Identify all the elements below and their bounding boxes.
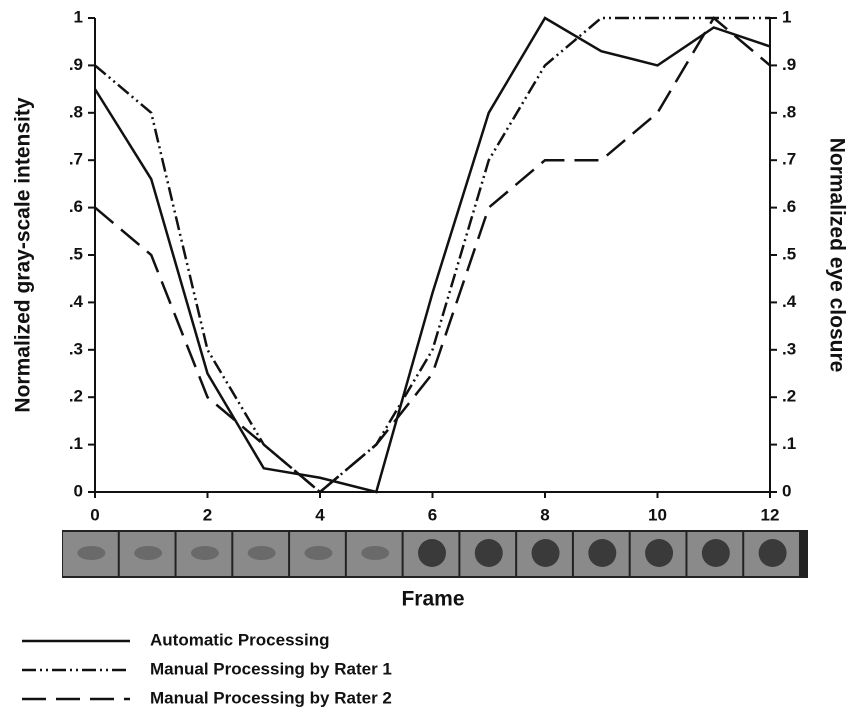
x-tick-label: 6: [428, 505, 437, 524]
y-tick-label: .2: [69, 387, 83, 406]
eye-frame: [134, 546, 163, 560]
y2-tick-label: .6: [782, 197, 796, 216]
legend-label: Automatic Processing: [150, 630, 330, 649]
y-tick-label: .1: [69, 434, 83, 453]
legend-label: Manual Processing by Rater 1: [150, 659, 392, 678]
series-line: [94, 16, 770, 494]
eye-frame: [190, 546, 219, 560]
y2-tick-label: .5: [782, 244, 796, 263]
x-tick-label: 4: [315, 505, 325, 524]
series-line: [93, 16, 771, 494]
y-tick-label: .9: [69, 55, 83, 74]
y2-tick-label: .4: [782, 292, 797, 311]
y-tick-label: 1: [74, 7, 83, 26]
y-tick-label: .6: [69, 197, 83, 216]
y2-tick-label: 0: [782, 481, 791, 500]
eye-frame: [588, 539, 617, 567]
eye-frame: [645, 539, 674, 567]
series-line: [94, 16, 771, 494]
y2-tick-label: .8: [782, 102, 796, 121]
y2-tick-label: .1: [782, 434, 796, 453]
eye-frame: [531, 539, 560, 567]
eye-frame: [304, 546, 333, 560]
eye-frame: [247, 546, 276, 560]
x-tick-label: 8: [540, 505, 549, 524]
y-tick-label: .5: [69, 244, 83, 263]
y-tick-label: .4: [69, 292, 84, 311]
y2-tick-label: .7: [782, 150, 796, 169]
legend-label: Manual Processing by Rater 2: [150, 688, 392, 707]
y2-tick-label: .2: [782, 387, 796, 406]
y-axis-label: Normalized gray-scale intensity: [12, 97, 35, 412]
eye-frame: [361, 546, 390, 560]
y-tick-label: 0: [74, 481, 83, 500]
y-tick-label: .8: [69, 102, 83, 121]
x-tick-label: 10: [648, 505, 667, 524]
x-tick-label: 12: [761, 505, 780, 524]
y2-tick-label: .9: [782, 55, 796, 74]
y-tick-label: .7: [69, 150, 83, 169]
x-tick-label: 2: [203, 505, 212, 524]
eye-frame: [701, 539, 730, 567]
eye-frame: [418, 539, 446, 567]
y2-tick-label: .3: [782, 339, 796, 358]
y-tick-label: .3: [69, 339, 83, 358]
eye-frame: [474, 539, 503, 567]
eye-frame: [77, 546, 106, 560]
x-tick-label: 0: [90, 505, 99, 524]
y2-axis-label: Normalized eye closure: [825, 138, 848, 373]
eye-frame: [758, 539, 787, 567]
y2-tick-label: 1: [782, 7, 791, 26]
x-axis-label: Frame: [401, 588, 464, 611]
